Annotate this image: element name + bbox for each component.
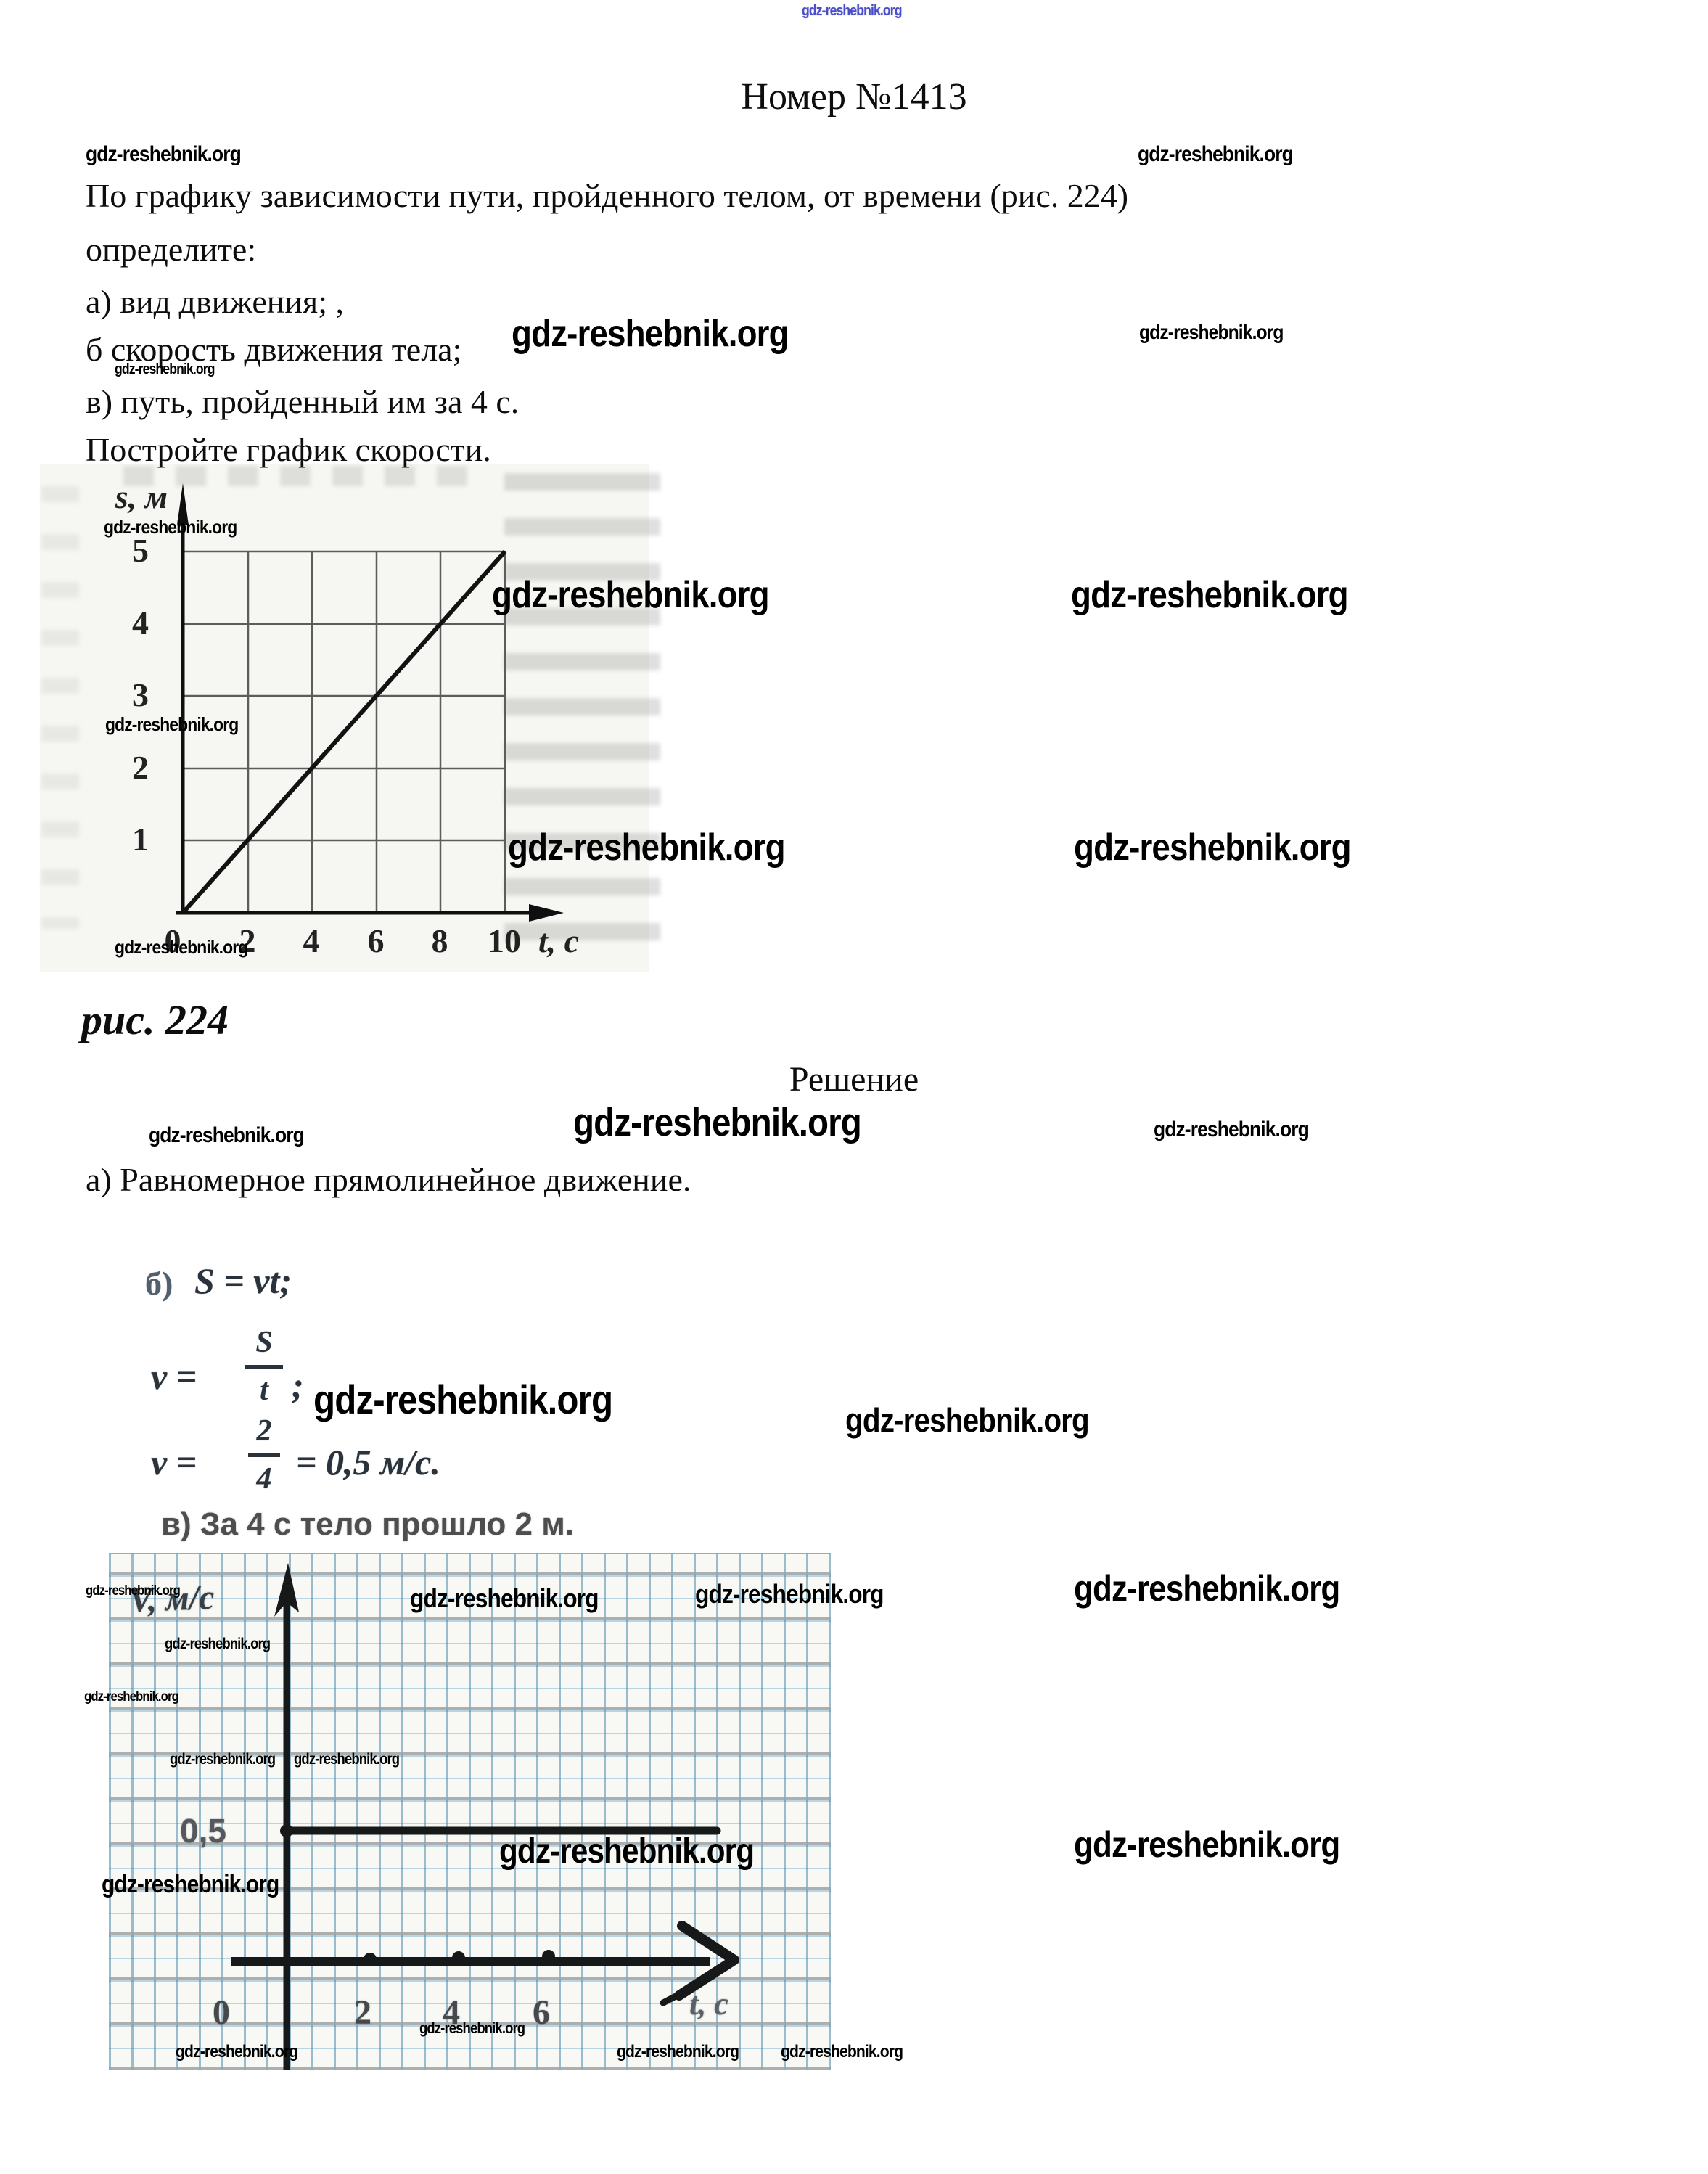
watermark: gdz-reshebnik.org — [84, 1689, 179, 1705]
watermark: gdz-reshebnik.org — [1071, 574, 1349, 616]
watermark: gdz-reshebnik.org — [1139, 321, 1284, 343]
watermark: gdz-reshebnik.org — [1074, 826, 1352, 869]
fraction-s-t: S t — [242, 1325, 286, 1408]
chart2-xtick: 2 — [354, 1993, 371, 2032]
chart2-xlabel: t, c — [689, 1986, 728, 2022]
solution-item-a: а) Равномерное прямолинейное движение. — [86, 1161, 691, 1198]
watermark: gdz-reshebnik.org — [1074, 1568, 1340, 1609]
problem-line-last: Постройте график скорости. — [86, 431, 491, 468]
distance-time-chart: s, м 5 4 3 2 1 0 2 4 6 8 10 t, c — [40, 464, 660, 972]
watermark: gdz-reshebnik.org — [165, 1636, 271, 1652]
page-title: Номер №1413 — [741, 76, 967, 118]
fraction-2-4: 2 4 — [242, 1414, 286, 1496]
watermark: gdz-reshebnik.org — [294, 1751, 400, 1768]
chart1-xtick: 2 — [239, 922, 256, 959]
formula-b-label: б) — [145, 1265, 173, 1302]
formula-v2-lhs: v = — [151, 1442, 197, 1482]
watermark: gdz-reshebnik.org — [115, 361, 215, 377]
watermark: gdz-reshebnik.org — [104, 516, 237, 538]
fraction-numerator: S — [255, 1326, 273, 1359]
velocity-time-chart: V, м/с 0,5 0 2 4 6 t, c — [109, 1553, 831, 2070]
watermark: gdz-reshebnik.org — [499, 1832, 755, 1871]
watermark: gdz-reshebnik.org — [419, 2020, 525, 2037]
chart1-ytick: 1 — [132, 821, 149, 858]
formula-v2-result: = 0,5 м/с. — [296, 1442, 440, 1482]
watermark: gdz-reshebnik.org — [1074, 1824, 1340, 1865]
watermark: gdz-reshebnik.org — [176, 2042, 298, 2062]
chart1-xtick: 6 — [367, 922, 385, 959]
chart1-xlabel: t, c — [538, 922, 580, 959]
chart1-xtick: 4 — [303, 922, 320, 959]
fraction-denominator: t — [260, 1374, 268, 1407]
chart2-xtick: 0 — [213, 1993, 230, 2032]
chart1-xtick: 10 — [488, 922, 521, 959]
chart2-xtick: 6 — [533, 1993, 550, 2032]
chart1-ytick: 3 — [132, 676, 149, 713]
problem-item-b: б скорость движения тела; — [86, 331, 462, 368]
formula-v1-tail: ; — [292, 1365, 304, 1406]
watermark: gdz-reshebnik.org — [86, 142, 242, 166]
distance-time-plot — [176, 483, 564, 922]
chart2-xtick: 4 — [443, 1993, 460, 2032]
watermark: gdz-reshebnik.org — [115, 936, 248, 958]
fraction-bar — [248, 1453, 280, 1457]
solution-heading: Решение — [789, 1060, 919, 1099]
problem-item-a: а) вид движения; , — [86, 283, 344, 320]
fraction-numerator: 2 — [256, 1414, 272, 1448]
chart1-xtick: 8 — [431, 922, 448, 959]
s-t-line — [181, 550, 507, 914]
chart1-ytick: 4 — [132, 604, 149, 641]
figure-caption: рис. 224 — [81, 996, 229, 1043]
fraction-bar — [245, 1364, 283, 1369]
watermark: gdz-reshebnik.org — [1138, 142, 1294, 166]
chart2-yvalue: 0,5 — [180, 1812, 226, 1850]
watermark: gdz-reshebnik.org — [695, 1579, 884, 1609]
watermark: gdz-reshebnik.org — [508, 826, 786, 869]
velocity-time-plot — [231, 1563, 739, 2070]
fraction-denominator: 4 — [256, 1462, 272, 1496]
watermark: gdz-reshebnik.org — [170, 1751, 276, 1768]
watermark: gdz-reshebnik.org — [492, 574, 770, 616]
formula-s-vt: S = vt; — [194, 1260, 292, 1301]
solution-item-v: в) За 4 с тело прошло 2 м. — [161, 1506, 575, 1542]
chart1-ytick: 5 — [132, 532, 149, 569]
watermark: gdz-reshebnik.org — [617, 2042, 739, 2062]
scan-bleed-left — [41, 486, 79, 929]
problem-line-1: По графику зависимости пути, пройденного… — [86, 177, 1129, 214]
watermark: gdz-reshebnik.org — [102, 1871, 279, 1898]
watermark: gdz-reshebnik.org — [781, 2042, 903, 2062]
chart1-ytick: 2 — [132, 749, 149, 786]
watermark: gdz-reshebnik.org — [313, 1377, 613, 1422]
watermark: gdz-reshebnik.org — [802, 3, 902, 19]
watermark: gdz-reshebnik.org — [105, 713, 239, 735]
watermark: gdz-reshebnik.org — [512, 313, 789, 355]
problem-item-v: в) путь, пройденный им за 4 с. — [86, 383, 520, 420]
chart1-ylabel: s, м — [115, 478, 168, 515]
scan-bleed-right — [504, 473, 660, 941]
watermark: gdz-reshebnik.org — [86, 1583, 181, 1599]
scan-bleed-top — [123, 466, 486, 486]
chart1-xtick: 0 — [164, 922, 181, 959]
watermark: gdz-reshebnik.org — [1154, 1117, 1310, 1141]
watermark: gdz-reshebnik.org — [845, 1401, 1090, 1439]
problem-line-2: определите: — [86, 231, 257, 268]
formula-v1-lhs: v = — [151, 1356, 197, 1397]
watermark: gdz-reshebnik.org — [149, 1123, 305, 1147]
watermark: gdz-reshebnik.org — [573, 1101, 862, 1144]
watermark: gdz-reshebnik.org — [410, 1583, 599, 1613]
